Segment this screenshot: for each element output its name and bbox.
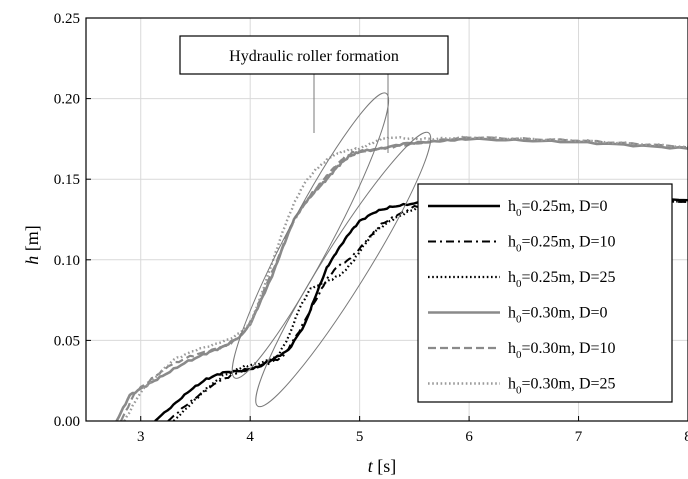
y-tick-label: 0.00 [54, 414, 80, 430]
y-axis-label-symbol: h [22, 256, 42, 265]
series-line-2 [172, 195, 688, 421]
x-tick-label: 3 [137, 429, 145, 445]
y-tick-label: 0.10 [54, 253, 80, 269]
x-axis-label: t [s] [368, 456, 397, 476]
series-layer [115, 135, 688, 421]
legend-label-5: h0=0.30m, D=25 [508, 376, 616, 397]
annotation-rect [179, 35, 449, 75]
annotation-box: Hydraulic roller formation [179, 35, 449, 75]
legend-label-4: h0=0.30m, D=10 [508, 340, 616, 361]
x-axis-label-unit: [s] [373, 456, 397, 476]
y-tick-label: 0.15 [54, 172, 80, 188]
annotation-ellipse-1 [255, 131, 432, 408]
y-tick-label: 0.25 [54, 11, 80, 27]
x-tick-label: 6 [465, 429, 473, 445]
annotation-ellipse-0 [231, 92, 390, 379]
ticks: 3 4 5 6 7 8 0.00 0.05 0.10 0.15 0.20 0.25 [54, 11, 688, 445]
x-tick-label: 7 [575, 429, 583, 445]
legend: h0=0.25m, D=0 h0=0.25m, D=10 h0=0.25m, D=2… [417, 183, 673, 403]
x-tick-label: 8 [684, 429, 688, 445]
y-tick-label: 0.05 [54, 333, 80, 349]
legend-box [417, 183, 673, 403]
x-axis-label-symbol: t [368, 456, 374, 476]
annotation-text: Hydraulic roller formation [229, 48, 399, 65]
y-axis-label: h [m] [22, 225, 42, 265]
legend-label-0: h0=0.25m, D=0 [508, 198, 608, 219]
annotation-layer: Hydraulic roller formation [179, 35, 449, 408]
series-line-5 [123, 135, 688, 421]
y-axis-label-unit: [m] [22, 225, 42, 256]
plot-frame [85, 17, 688, 422]
legend-label-1: h0=0.25m, D=10 [508, 234, 616, 255]
x-tick-label: 5 [356, 429, 364, 445]
series-line-1 [167, 195, 688, 421]
legend-label-3: h0=0.30m, D=0 [508, 305, 608, 326]
x-tick-label: 4 [246, 429, 254, 445]
legend-label-2: h0=0.25m, D=25 [508, 269, 616, 290]
y-tick-label: 0.20 [54, 92, 80, 108]
